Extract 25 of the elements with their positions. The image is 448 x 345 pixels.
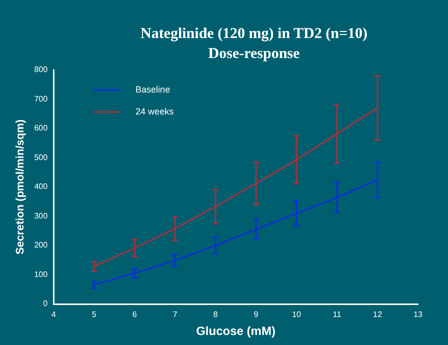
legend-label: 24 weeks (136, 106, 174, 116)
x-tick-label: 10 (292, 310, 302, 320)
x-tick-label: 8 (213, 310, 218, 320)
chart-subtitle: Dose-response (207, 45, 301, 64)
y-tick-label: 200 (34, 240, 48, 250)
x-axis-title: Glucose (mM) (196, 324, 276, 338)
y-tick-label: 100 (34, 270, 48, 279)
chart-title: Nateglinide (120 mg) in TD2 (n=10) (139, 25, 369, 44)
x-tick-label: 6 (132, 310, 138, 320)
x-tick-label: 12 (373, 310, 382, 320)
y-tick-label: 0 (43, 299, 48, 308)
x-tick-label: 13 (414, 310, 423, 320)
y-tick-label: 500 (34, 152, 48, 162)
y-tick-label: 300 (34, 211, 48, 220)
x-tick-label: 11 (332, 310, 342, 320)
y-tick-label: 700 (34, 94, 48, 104)
y-tick-label: 400 (34, 182, 48, 192)
y-tick-label: 600 (34, 124, 48, 133)
x-tick-label: 4 (51, 310, 56, 320)
y-axis-title: Secretion (pmol/min/sqm) (14, 119, 27, 255)
legend-label: Baseline (136, 84, 170, 94)
y-tick-label: 800 (34, 65, 48, 74)
x-tick-label: 7 (172, 310, 178, 320)
x-tick-label: 5 (92, 310, 97, 320)
x-tick-label: 9 (254, 310, 259, 320)
